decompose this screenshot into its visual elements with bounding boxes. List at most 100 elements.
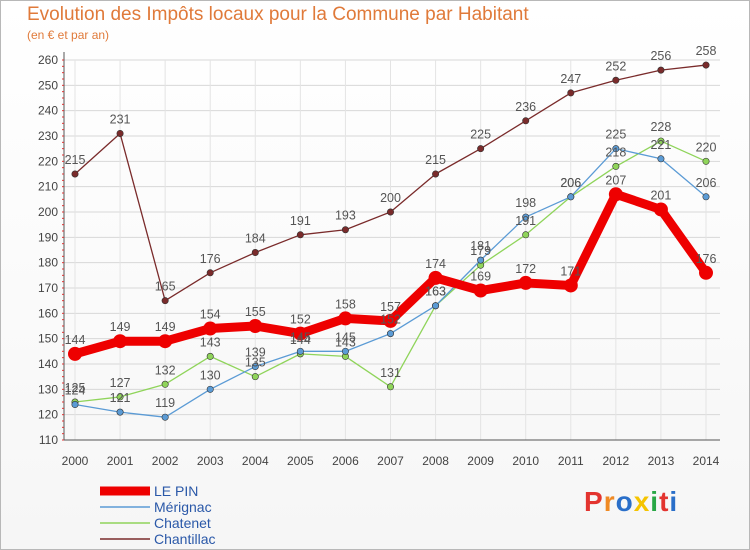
data-label-m-rignac: 206 [696, 176, 717, 190]
data-point-chantillac [161, 297, 169, 305]
logo-letter: t [659, 486, 670, 517]
data-label-chatenet: 220 [696, 140, 717, 154]
data-point-m-rignac [432, 302, 440, 310]
y-tick-label: 180 [38, 256, 58, 270]
x-tick-label: 2008 [422, 454, 449, 468]
data-label-le-pin: 176 [696, 252, 717, 266]
data-point-chantillac [251, 249, 259, 257]
data-point-chatenet [386, 383, 394, 391]
data-point-chantillac [702, 61, 710, 69]
data-point-m-rignac [161, 413, 169, 421]
data-point-le-pin [158, 334, 173, 349]
data-point-chantillac [432, 170, 440, 178]
data-point-chatenet [702, 157, 710, 165]
data-label-chantillac: 236 [515, 100, 536, 114]
data-point-chatenet [612, 162, 620, 170]
data-label-chantillac: 225 [470, 128, 491, 142]
data-label-chatenet: 127 [110, 376, 131, 390]
y-tick-label: 110 [39, 433, 58, 447]
data-label-m-rignac: 221 [650, 138, 671, 152]
data-label-chatenet: 228 [650, 120, 671, 134]
logo-letter: x [633, 486, 651, 517]
data-label-m-rignac: 225 [605, 128, 626, 142]
y-tick-label: 200 [38, 205, 58, 219]
data-label-le-pin: 169 [470, 270, 491, 284]
x-tick-label: 2005 [287, 454, 314, 468]
data-label-chatenet: 218 [605, 145, 626, 159]
data-label-m-rignac: 152 [380, 313, 401, 327]
data-point-m-rignac [71, 401, 79, 409]
logo-letter: P [584, 486, 604, 517]
data-point-le-pin [248, 319, 263, 333]
data-point-chantillac [71, 170, 79, 178]
data-point-m-rignac [567, 193, 575, 201]
data-point-chantillac [116, 129, 124, 137]
data-point-m-rignac [251, 363, 259, 371]
y-tick-label: 190 [38, 230, 58, 244]
data-point-chatenet [161, 380, 169, 388]
data-point-le-pin [563, 278, 578, 293]
data-label-m-rignac: 206 [560, 176, 581, 190]
logo-letter: i [650, 486, 660, 517]
y-tick-label: 170 [38, 281, 58, 295]
data-label-chatenet: 131 [380, 366, 401, 380]
data-label-chatenet: 179 [470, 244, 491, 258]
data-label-le-pin: 155 [245, 305, 266, 319]
data-label-m-rignac: 124 [65, 384, 86, 398]
logo-letter: i [669, 486, 679, 517]
y-tick-label: 210 [38, 180, 58, 194]
data-point-le-pin [68, 346, 82, 361]
data-point-m-rignac [341, 347, 349, 355]
data-point-le-pin [518, 275, 533, 290]
chart-subtitle: (en € et par an) [27, 28, 110, 42]
data-label-chantillac: 200 [380, 191, 401, 205]
data-point-m-rignac [522, 213, 530, 221]
data-label-chatenet: 144 [290, 333, 311, 347]
data-label-le-pin: 174 [425, 257, 446, 271]
data-point-le-pin [428, 270, 443, 285]
data-point-chatenet [206, 352, 214, 360]
data-label-le-pin: 157 [380, 300, 401, 314]
data-point-chantillac [522, 117, 530, 125]
data-label-m-rignac: 198 [515, 196, 536, 210]
data-label-chantillac: 256 [650, 49, 671, 63]
data-label-chatenet: 135 [245, 356, 266, 370]
data-label-m-rignac: 139 [245, 346, 266, 360]
data-point-m-rignac [296, 347, 304, 355]
x-tick-label: 2002 [152, 454, 179, 468]
data-point-chatenet [116, 393, 124, 401]
data-label-le-pin: 144 [65, 333, 86, 347]
data-point-m-rignac [612, 145, 620, 153]
data-point-m-rignac [206, 385, 214, 393]
data-label-chatenet: 163 [425, 285, 446, 299]
data-point-le-pin [383, 313, 398, 328]
data-label-chantillac: 247 [560, 72, 581, 86]
data-label-m-rignac: 119 [155, 396, 175, 410]
data-point-m-rignac [477, 256, 485, 264]
data-label-le-pin: 171 [560, 264, 581, 278]
data-point-chatenet [657, 137, 665, 145]
data-point-m-rignac [386, 330, 394, 338]
data-label-chantillac: 184 [245, 232, 266, 246]
data-label-chatenet: 191 [515, 214, 536, 228]
data-point-le-pin [203, 321, 218, 336]
data-label-chatenet: 132 [155, 363, 176, 377]
data-label-le-pin: 158 [335, 297, 356, 311]
data-label-le-pin: 152 [290, 313, 311, 327]
series-layer [68, 61, 713, 421]
data-label-m-rignac: 145 [290, 330, 311, 344]
y-tick-label: 260 [38, 53, 58, 67]
x-tick-label: 2012 [603, 454, 630, 468]
proxiti-logo: Proxiti [584, 486, 678, 518]
data-point-chantillac [296, 231, 304, 239]
y-tick-label: 240 [38, 104, 58, 118]
y-tick-label: 120 [38, 408, 58, 422]
data-labels: 215 231 165 176 184 191 193 200 215 225 236 247 252 2… [65, 44, 717, 410]
logo-letter: r [603, 486, 616, 517]
series-le-pin [68, 187, 713, 361]
y-tick-label: 140 [38, 357, 58, 371]
x-tick-label: 2001 [107, 454, 134, 468]
data-point-chantillac [657, 66, 665, 74]
data-label-m-rignac: 145 [335, 330, 356, 344]
y-tick-label: 230 [38, 129, 58, 143]
